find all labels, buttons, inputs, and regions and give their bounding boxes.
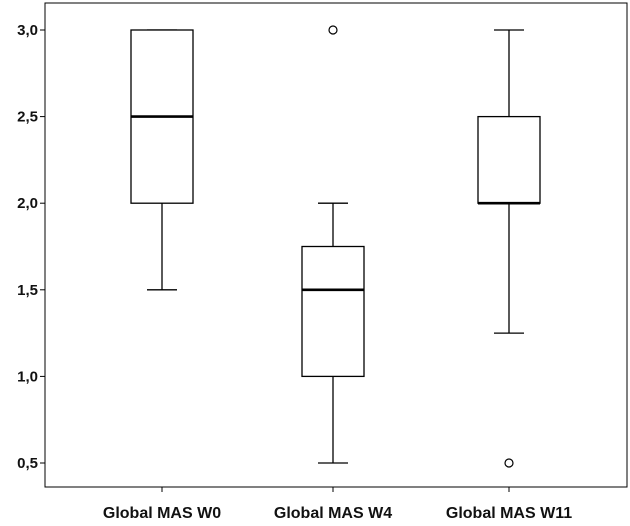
boxes [130, 25, 541, 468]
y-tick-label: 1,5 [17, 282, 38, 299]
box-1 [130, 29, 194, 291]
box-2 [301, 25, 365, 464]
x-category-label: Global MAS W4 [274, 505, 392, 522]
y-tick-label: 0,5 [17, 455, 38, 472]
outlier-point [504, 458, 514, 468]
x-category-label: Global MAS W0 [103, 505, 221, 522]
interquartile-box [301, 245, 365, 378]
y-tick-label: 2,5 [17, 109, 38, 126]
y-axis: 0,5 1,0 1,5 2,0 2,5 3,0 [17, 22, 45, 472]
x-axis: Global MAS W0 Global MAS W4 Global MAS W11 [103, 487, 572, 522]
y-tick-label: 2,0 [17, 195, 38, 212]
box-3 [477, 29, 541, 468]
y-tick-label: 3,0 [17, 22, 38, 39]
y-tick-label: 1,0 [17, 368, 38, 385]
outlier-point [328, 25, 338, 35]
x-category-label: Global MAS W11 [446, 505, 572, 522]
interquartile-box [477, 115, 541, 204]
